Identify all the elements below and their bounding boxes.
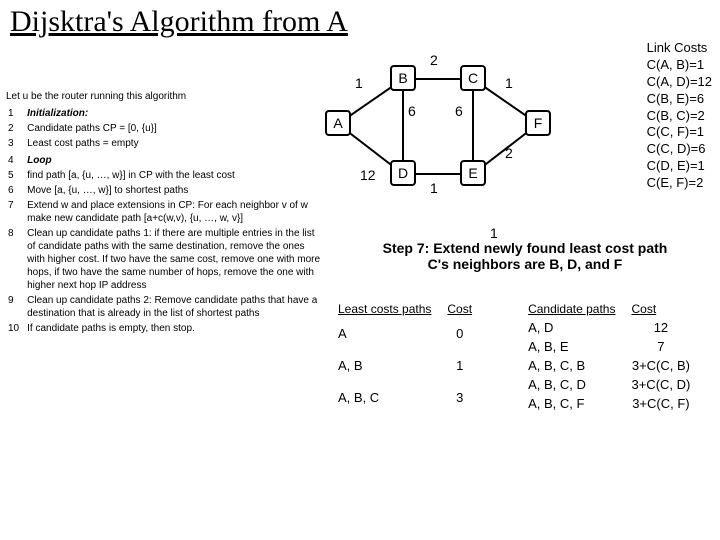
algo-line-num: 2: [8, 122, 25, 135]
step-description: Step 7: Extend newly found least cost pa…: [345, 240, 705, 272]
path-cell: A, B, C, F: [520, 394, 623, 413]
cand-h1: Candidate paths: [520, 300, 623, 318]
algo-line-text: If candidate paths is empty, then stop.: [27, 322, 324, 335]
node-f: F: [525, 110, 551, 136]
cost-cell: 3+C(C, B): [623, 356, 698, 375]
cost-cell: 0: [439, 318, 480, 350]
edge-label-C-F: 1: [505, 75, 513, 91]
algo-intro: Let u be the router running this algorit…: [6, 90, 326, 103]
link-cost-row: C(B, C)=2: [647, 108, 712, 125]
edge-label-B-D: 6: [408, 103, 416, 119]
cand-h2: Cost: [623, 300, 698, 318]
algo-line-num: 4: [8, 154, 25, 167]
edge-label-C-E: 6: [455, 103, 463, 119]
algo-line-text: Loop: [27, 154, 324, 167]
edge-label-D-E: 1: [430, 180, 438, 196]
table-row: A, B, C, B3+C(C, B): [520, 356, 698, 375]
algo-line-text: Extend w and place extensions in CP: For…: [27, 199, 324, 225]
path-cell: A: [330, 318, 439, 350]
link-cost-row: C(D, E)=1: [647, 158, 712, 175]
link-cost-row: C(C, F)=1: [647, 124, 712, 141]
link-cost-row: C(C, D)=6: [647, 141, 712, 158]
algo-line-num: 8: [8, 227, 25, 292]
cost-cell: 12: [623, 318, 698, 337]
table-row: A, B1: [330, 350, 480, 382]
least-h2: Cost: [439, 300, 480, 318]
algo-line-num: 6: [8, 184, 25, 197]
edge-label-E-F: 2: [505, 145, 513, 161]
table-row: A, D12: [520, 318, 698, 337]
algo-line-text: Initialization:: [27, 107, 324, 120]
path-cell: A, B, C, B: [520, 356, 623, 375]
edge-label-A-B: 1: [355, 75, 363, 91]
algo-line-num: 9: [8, 294, 25, 320]
page-title: Dijsktra's Algorithm from A: [0, 0, 720, 44]
step-line1: Step 7: Extend newly found least cost pa…: [345, 240, 705, 256]
cost-cell: 3+C(C, F): [623, 394, 698, 413]
edge-label-B-C: 2: [430, 52, 438, 68]
table-row: A, B, C, D3+C(C, D): [520, 375, 698, 394]
link-cost-row: C(A, D)=12: [647, 74, 712, 91]
candidate-table: Candidate paths Cost A, D12A, B, E7A, B,…: [520, 300, 698, 413]
algo-line-num: 10: [8, 322, 25, 335]
step-line2: C's neighbors are B, D, and F: [345, 256, 705, 272]
table-row: A, B, C3: [330, 381, 480, 413]
algo-line-num: 3: [8, 137, 25, 150]
algo-line-text: Move [a, {u, …, w}] to shortest paths: [27, 184, 324, 197]
link-costs-heading: Link Costs: [647, 40, 712, 57]
algorithm-block: Let u be the router running this algorit…: [6, 90, 326, 337]
algo-line-num: 5: [8, 169, 25, 182]
table-row: A0: [330, 318, 480, 350]
cost-cell: 3: [439, 381, 480, 413]
cost-cell: 1: [439, 350, 480, 382]
algo-line-text: Clean up candidate paths 1: if there are…: [27, 227, 324, 292]
path-cell: A, B: [330, 350, 439, 382]
table-row: A, B, C, F3+C(C, F): [520, 394, 698, 413]
algo-lines: 1Initialization:2Candidate paths CP = [0…: [6, 105, 326, 337]
path-cell: A, B, C: [330, 381, 439, 413]
link-cost-row: C(B, E)=6: [647, 91, 712, 108]
node-e: E: [460, 160, 486, 186]
edge-label-A-D: 12: [360, 167, 376, 183]
link-costs-panel: Link Costs C(A, B)=1C(A, D)=12C(B, E)=6C…: [647, 40, 712, 192]
node-c: C: [460, 65, 486, 91]
link-cost-row: C(E, F)=2: [647, 175, 712, 192]
step-number: 1: [490, 225, 498, 241]
network-graph: ABCDEF112266112: [300, 55, 560, 215]
table-row: A, B, E7: [520, 337, 698, 356]
cost-cell: 7: [623, 337, 698, 356]
algo-line-num: 7: [8, 199, 25, 225]
node-b: B: [390, 65, 416, 91]
link-cost-row: C(A, B)=1: [647, 57, 712, 74]
node-a: A: [325, 110, 351, 136]
algo-line-text: Least cost paths = empty: [27, 137, 324, 150]
node-d: D: [390, 160, 416, 186]
cost-cell: 3+C(C, D): [623, 375, 698, 394]
path-cell: A, B, C, D: [520, 375, 623, 394]
least-cost-table: Least costs paths Cost A0A, B1A, B, C3: [330, 300, 480, 413]
algo-line-text: find path [a, {u, …, w}] in CP with the …: [27, 169, 324, 182]
path-cell: A, B, E: [520, 337, 623, 356]
tables-area: Least costs paths Cost A0A, B1A, B, C3 C…: [330, 300, 698, 413]
algo-line-num: 1: [8, 107, 25, 120]
path-cell: A, D: [520, 318, 623, 337]
least-h1: Least costs paths: [330, 300, 439, 318]
algo-line-text: Candidate paths CP = [0, {u}]: [27, 122, 324, 135]
algo-line-text: Clean up candidate paths 2: Remove candi…: [27, 294, 324, 320]
